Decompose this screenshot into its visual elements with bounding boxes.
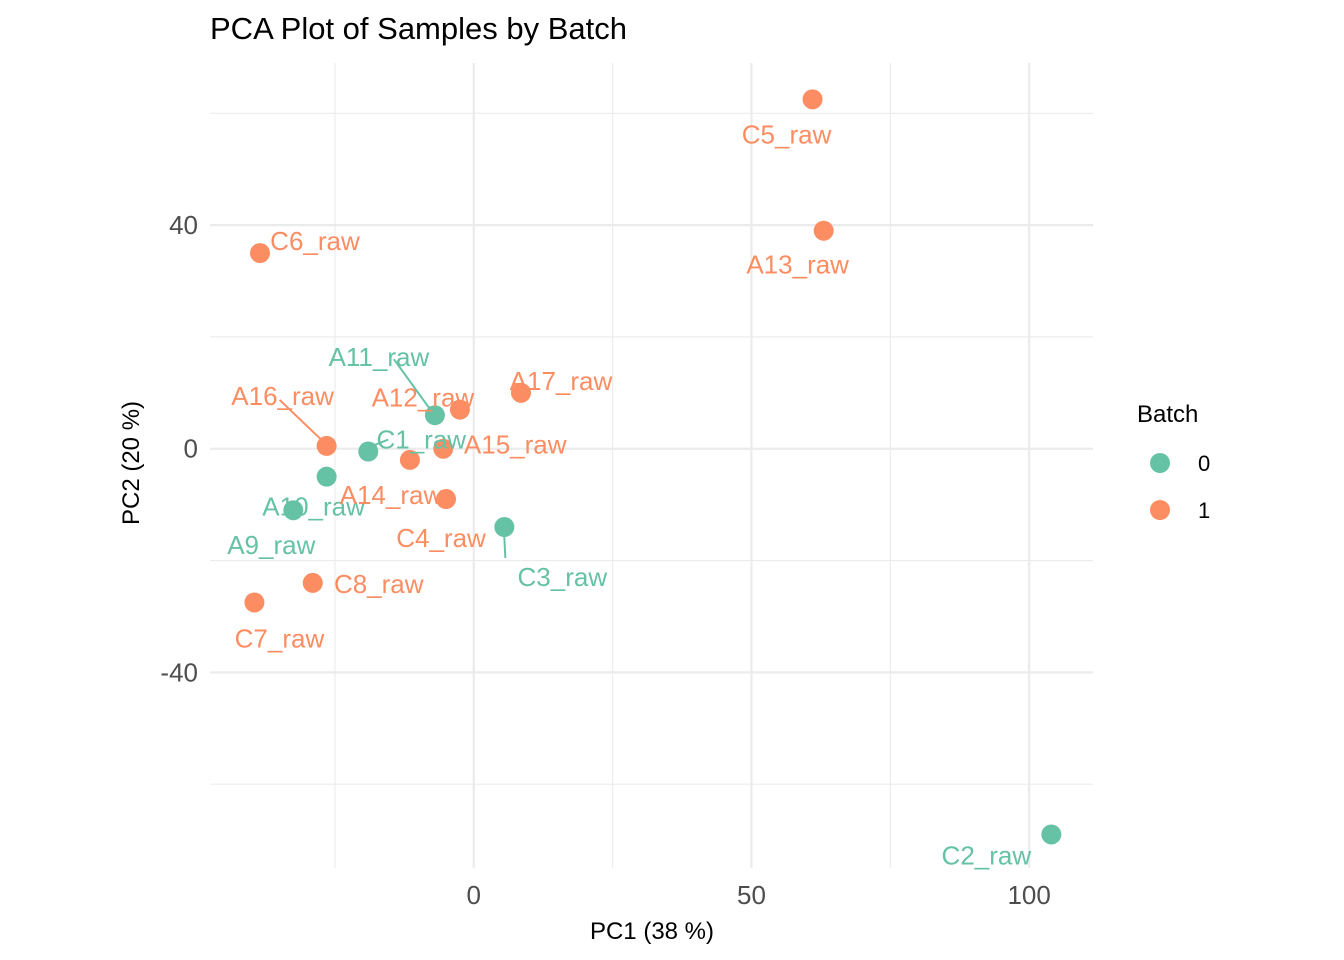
x-tick-label: 0 — [467, 880, 481, 910]
legend-swatch — [1150, 453, 1170, 473]
y-tick-label: -40 — [160, 657, 198, 687]
data-point — [316, 466, 337, 487]
point-label: A15_raw — [464, 430, 567, 460]
point-label: C1_raw — [376, 425, 466, 455]
point-label: C8_raw — [334, 569, 424, 599]
point-labels: A11_raw C1_raw A10_raw A9_raw C3_raw C2_raw C5… — [227, 119, 1031, 870]
label-leader-line — [393, 358, 434, 414]
axis-ticks: 0 50 100 -40 0 40 — [160, 210, 1050, 910]
label-leader-line — [372, 438, 389, 447]
y-tick-label: 0 — [184, 434, 198, 464]
y-axis-title: PC2 (20 %) — [118, 401, 145, 525]
data-point — [249, 243, 270, 264]
x-tick-label: 50 — [737, 880, 766, 910]
data-point — [1041, 824, 1062, 845]
legend-label: 1 — [1198, 498, 1210, 523]
data-point — [436, 489, 457, 510]
point-label: C2_raw — [942, 840, 1032, 870]
point-label: A9_raw — [227, 530, 315, 560]
point-label: C4_raw — [396, 523, 486, 553]
legend: Batch 0 1 — [1137, 401, 1210, 523]
point-label: C5_raw — [742, 119, 832, 149]
grid — [210, 63, 1093, 868]
label-leader-line — [503, 536, 507, 559]
point-label: A12_raw — [372, 383, 475, 413]
point-label: A10_raw — [262, 492, 365, 522]
data-point — [494, 516, 515, 537]
y-tick-label: 40 — [169, 210, 198, 240]
point-label: C3_raw — [518, 562, 608, 592]
label-leader-line — [278, 399, 324, 442]
x-tick-label: 100 — [1007, 880, 1050, 910]
data-point — [358, 441, 379, 462]
label-connectors — [278, 358, 507, 559]
data-points — [244, 89, 1062, 845]
data-point — [244, 592, 265, 613]
data-point — [433, 438, 454, 459]
point-label: A16_raw — [231, 381, 334, 411]
point-label: A11_raw — [329, 342, 430, 372]
legend-title: Batch — [1137, 401, 1198, 428]
data-point — [283, 500, 304, 521]
data-point — [399, 449, 420, 470]
point-label: A17_raw — [510, 366, 613, 396]
data-point — [802, 89, 823, 110]
point-label: C6_raw — [270, 226, 360, 256]
point-label: A14_raw — [340, 480, 443, 510]
chart-title: PCA Plot of Samples by Batch — [210, 11, 627, 46]
data-point — [449, 399, 470, 420]
x-axis-title: PC1 (38 %) — [590, 918, 714, 945]
point-label: C7_raw — [235, 623, 325, 653]
data-point — [813, 220, 834, 241]
data-point — [316, 435, 337, 456]
data-point — [510, 382, 531, 403]
data-point — [424, 405, 445, 426]
legend-label: 0 — [1198, 451, 1210, 476]
legend-swatch — [1150, 500, 1170, 520]
data-point — [302, 572, 323, 593]
point-label: A13_raw — [746, 250, 849, 280]
